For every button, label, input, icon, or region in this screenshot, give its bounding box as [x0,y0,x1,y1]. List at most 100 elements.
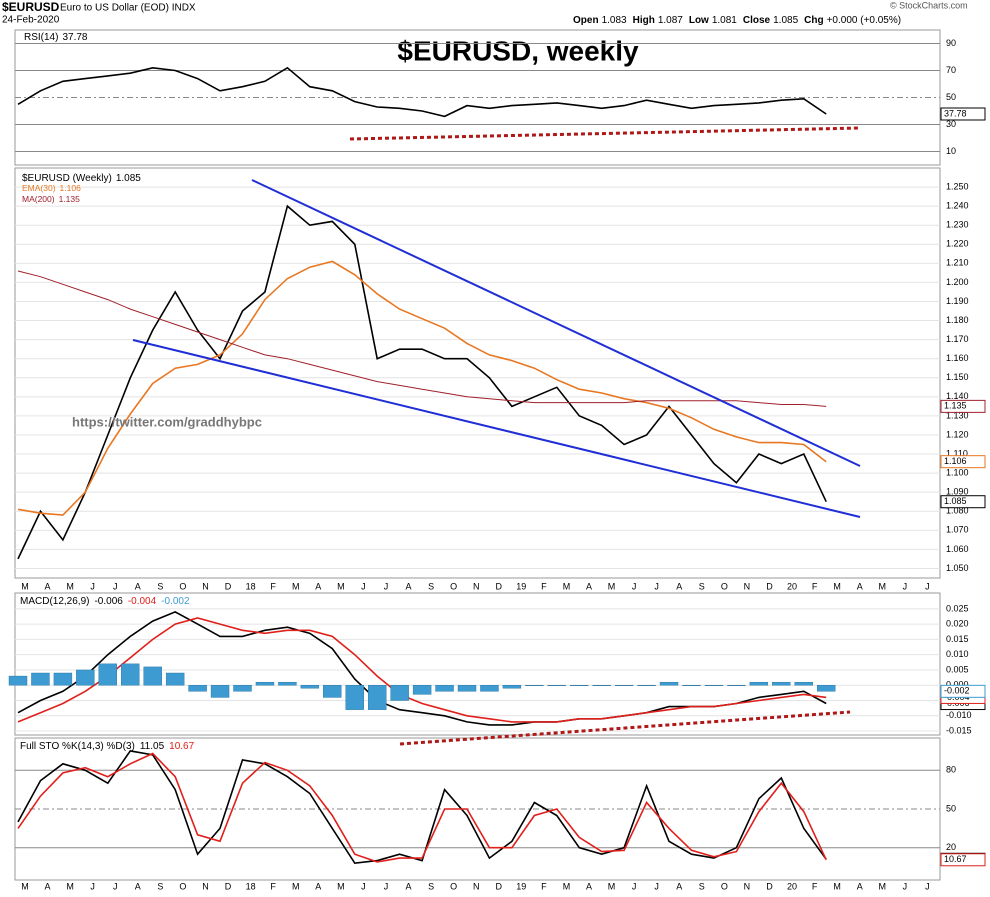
x-tick-label: N [202,581,209,591]
quote-label: High [633,15,655,26]
x-tick-label: F [812,881,818,891]
x-tick-label: M [608,581,616,591]
x-tick-label: M [21,881,29,891]
x-tick-label: 19 [516,881,526,891]
y-tick-label: 1.240 [946,201,969,211]
legend-name: EMA(30) [22,183,56,193]
x-tick-label: A [135,881,141,891]
x-tick-label: A [135,581,141,591]
histogram-bar [794,681,813,686]
histogram-bar [143,666,162,686]
x-tick-label: M [833,581,841,591]
histogram-bar [121,663,140,686]
quote-label: Close [743,15,771,26]
x-tick-label: J [361,881,366,891]
x-tick-label: A [315,881,321,891]
y-tick-label: 1.050 [946,563,969,573]
x-tick-label: A [45,881,51,891]
histogram-bar [727,685,746,686]
y-tick-label: 0.020 [946,619,969,629]
value-box-label: 10.67 [944,854,967,864]
series-line [17,260,827,516]
x-tick-label: F [270,581,276,591]
y-tick-label: 1.250 [946,181,969,191]
x-tick-label: J [654,881,659,891]
histogram-bar [659,681,679,686]
x-tick-label: J [90,881,95,891]
x-tick-label: F [812,581,818,591]
x-tick-label: O [721,581,728,591]
x-tick-label: N [744,581,751,591]
value-box [940,495,986,509]
x-tick-label: F [270,881,276,891]
x-tick-label: M [21,581,29,591]
x-tick-label: J [113,581,118,591]
legend-value: 11.05 [140,741,165,752]
x-tick-label: D [496,581,503,591]
x-tick-label: F [541,881,547,891]
watermark: https://twitter.com/graddhybpc [72,414,262,429]
x-tick-label: D [225,881,232,891]
x-tick-label: O [450,881,457,891]
series-line [17,750,827,865]
x-tick-label: S [699,881,705,891]
panel-frame [14,592,941,736]
quote-label: Chg [804,15,823,26]
y-tick-label: 30 [946,119,956,129]
legend-name: Full STO %K(14,3) %D(3) [20,741,135,752]
histogram-bar [480,685,499,692]
histogram-bar [8,675,28,686]
value-box-label: 1.106 [944,456,967,466]
rsi-trend [349,126,861,141]
histogram-bar [772,681,791,686]
x-tick-label: N [473,581,480,591]
histogram-bar [255,681,275,686]
series-line [17,204,827,560]
histogram-bar [345,685,364,710]
x-tick-label: S [428,881,434,891]
quote-value: 1.081 [712,15,737,26]
histogram-bar [749,681,769,686]
series-line [17,752,827,863]
histogram-bar [300,685,320,689]
x-tick-label: 18 [246,581,256,591]
y-tick-label: 1.150 [946,372,969,382]
y-tick-label: 10 [946,146,956,156]
value-box [940,853,986,867]
x-tick-label: J [925,881,930,891]
x-tick-label: D [766,881,773,891]
y-tick-label: 50 [946,803,956,813]
y-tick-label: 1.120 [946,429,969,439]
x-tick-label: A [857,881,863,891]
x-tick-label: M [292,581,300,591]
y-tick-label: 90 [946,38,956,48]
histogram-bar [323,685,342,698]
value-box-label: 1.135 [944,401,967,411]
x-tick-label: J [903,581,908,591]
x-tick-label: M [879,581,887,591]
y-tick-label: 0.010 [946,649,969,659]
y-tick-label: 1.210 [946,258,969,268]
y-tick-label: 1.130 [946,410,969,420]
x-tick-label: A [315,581,321,591]
x-tick-label: J [384,881,389,891]
x-tick-label: M [66,881,74,891]
legend: MA(200) 1.135 [22,194,80,204]
legend-value: 10.67 [169,741,194,752]
x-tick-label: A [676,581,682,591]
y-tick-label: 50 [946,92,956,102]
x-tick-label: 20 [787,881,797,891]
trendline-lower [132,339,861,518]
histogram-bar [457,685,477,692]
chart-title: $EURUSD, weekly [397,35,639,66]
y-tick-label: 1.100 [946,467,969,477]
x-tick-label: J [632,881,637,891]
x-tick-label: O [450,581,457,591]
x-tick-label: A [586,881,592,891]
x-tick-label: D [496,881,503,891]
symbol: $EURUSD [2,0,60,14]
x-tick-label: O [179,881,186,891]
quote-line: Open 1.083 High 1.087 Low 1.081 Close 1.085 Chg +… [573,15,901,26]
value-box-label: 37.78 [944,108,967,118]
